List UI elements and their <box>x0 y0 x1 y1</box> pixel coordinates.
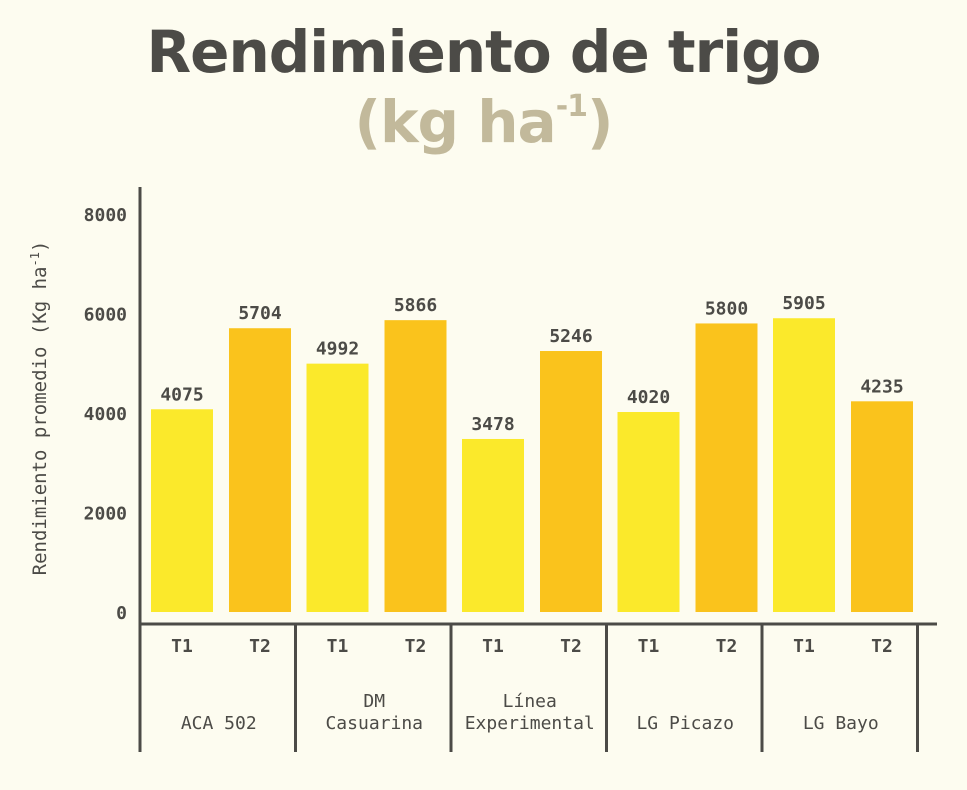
subtitle-sup: -1 <box>555 89 588 124</box>
data-label: 5704 <box>238 303 282 324</box>
group-label: LG Bayo <box>803 713 879 734</box>
x-tick-label: T1 <box>171 636 193 657</box>
y-tick-label: 2000 <box>84 504 127 525</box>
data-label: 4020 <box>627 387 670 408</box>
bar-t2 <box>695 323 758 612</box>
group-label: Experimental <box>465 713 595 734</box>
group-label: LG Picazo <box>636 713 734 734</box>
x-tick-label: T1 <box>638 636 660 657</box>
data-label: 4075 <box>160 384 203 405</box>
y-axis-ticks: 0 2000 4000 6000 8000 <box>84 205 127 624</box>
y-axis-label-main: Rendimiento promedio (Kg ha <box>29 267 51 576</box>
group-label: Línea <box>503 691 557 712</box>
x-tick-label: T2 <box>871 636 893 657</box>
group-label: ACA 502 <box>181 713 257 734</box>
subtitle-open: (kg ha <box>354 88 556 156</box>
data-label: 5800 <box>705 298 748 319</box>
svg-text:Rendimiento promedio (Kg ha-1): Rendimiento promedio (Kg ha-1) <box>28 241 51 576</box>
bar-t1 <box>773 318 835 612</box>
x-tick-label: T2 <box>560 636 582 657</box>
group-label: DM <box>363 691 385 712</box>
bar-t1 <box>151 409 213 612</box>
data-label: 5246 <box>549 326 592 347</box>
y-tick-label: 0 <box>116 603 127 624</box>
bars: 4075 5704 4992 5866 3478 5246 4020 5800 5905 4235 <box>151 293 913 612</box>
bar-t2 <box>540 351 602 612</box>
chart-subtitle-unit: (kg ha-1) <box>0 88 967 156</box>
x-tick-label: T2 <box>405 636 427 657</box>
x-tick-label: T2 <box>249 636 271 657</box>
data-label: 3478 <box>471 414 514 435</box>
bar-t1 <box>462 438 524 612</box>
axes <box>138 187 937 752</box>
data-label: 5905 <box>782 293 825 314</box>
bar-t2 <box>384 320 447 612</box>
bar-t2 <box>229 328 291 612</box>
data-label: 4992 <box>316 339 359 360</box>
y-tick-label: 8000 <box>84 205 127 226</box>
subtitle-close: ) <box>587 88 613 156</box>
x-tick-label: T1 <box>327 636 349 657</box>
data-label: 4235 <box>860 376 903 397</box>
y-axis-label-sup: -1 <box>28 252 42 266</box>
chart-title: Rendimiento de trigo <box>146 18 821 86</box>
y-axis-label-close: ) <box>29 241 51 252</box>
y-tick-label: 6000 <box>84 305 127 326</box>
x-tick-label: T1 <box>793 636 815 657</box>
data-label: 5866 <box>394 295 437 316</box>
x-tick-label: T2 <box>716 636 738 657</box>
x-tick-label: T1 <box>482 636 504 657</box>
group-label: Casuarina <box>325 713 423 734</box>
y-tick-label: 4000 <box>84 404 127 425</box>
bar-t1 <box>306 363 369 612</box>
y-axis-label: Rendimiento promedio (Kg ha-1) <box>28 241 51 576</box>
bar-t2 <box>851 401 913 612</box>
bar-t1 <box>617 412 680 612</box>
